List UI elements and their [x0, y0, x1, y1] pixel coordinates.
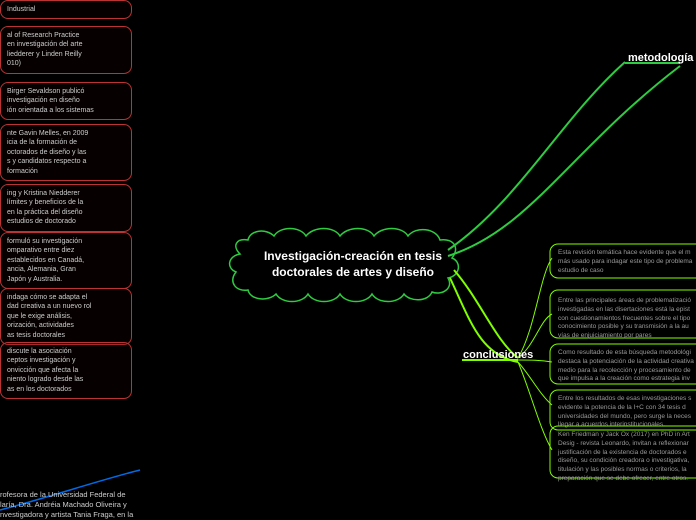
- left-node-2[interactable]: Birger Sevaldson publicóinvestigación en…: [0, 82, 132, 120]
- branch-metodologia[interactable]: metodología: [628, 52, 693, 64]
- left-node-4[interactable]: ing y Kristina Nieddererlímites y benefi…: [0, 184, 132, 232]
- right-node-1[interactable]: Entre las principales áreas de problemat…: [554, 294, 696, 344]
- left-node-0[interactable]: Industrial: [0, 0, 132, 19]
- right-node-4[interactable]: Ken Friedman y Jack Ox (2017) en PhD in …: [554, 428, 696, 487]
- right-node-2[interactable]: Como resultado de esta búsqueda metodoló…: [554, 346, 696, 387]
- left-node-5[interactable]: formuló su investigaciónomparativo entre…: [0, 232, 132, 289]
- bottom-node[interactable]: rofesora de la Universidad Federal delar…: [0, 490, 180, 520]
- left-node-1[interactable]: al of Research Practiceen investigación …: [0, 26, 132, 74]
- left-node-6[interactable]: indaga cómo se adapta eldad creativa a u…: [0, 288, 132, 345]
- mindmap-canvas: Investigación-creación en tesis doctoral…: [0, 0, 696, 520]
- right-node-0[interactable]: Esta revisión temática hace evidente que…: [554, 246, 696, 278]
- left-node-7[interactable]: discute la asociaciónceptos investigació…: [0, 342, 132, 399]
- right-node-3[interactable]: Entre los resultados de esas investigaci…: [554, 392, 696, 433]
- branch-conclusiones[interactable]: conclusiones: [463, 349, 533, 361]
- central-node[interactable]: Investigación-creación en tesis doctoral…: [228, 240, 478, 290]
- central-title-line1: Investigación-creación en tesis: [264, 249, 442, 265]
- left-node-3[interactable]: nte Gavin Melles, en 2009icia de la form…: [0, 124, 132, 181]
- central-title-line2: doctorales de artes y diseño: [264, 265, 442, 281]
